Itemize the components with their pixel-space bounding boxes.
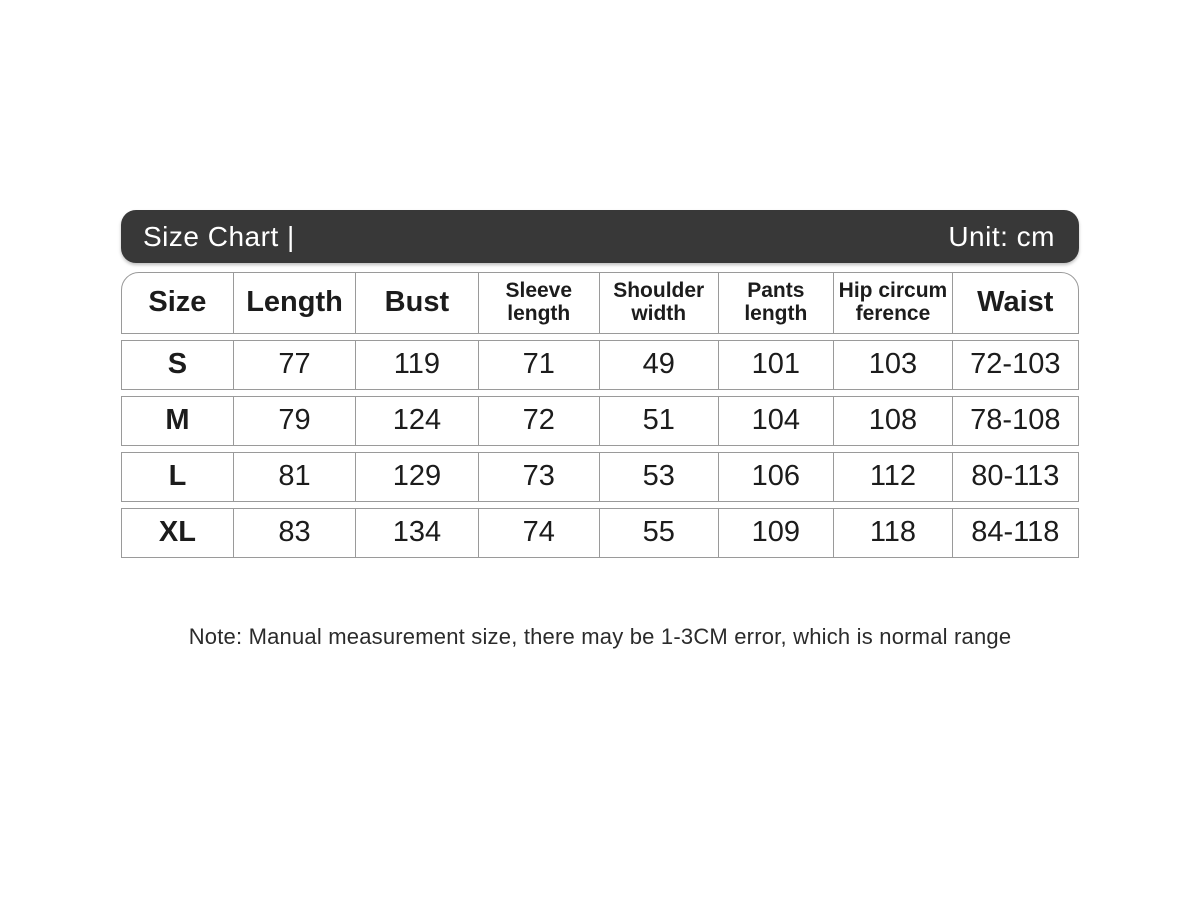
value-cell: 73 bbox=[479, 453, 600, 501]
value-cell: 84-118 bbox=[971, 516, 1060, 549]
table-row: M 79 124 72 51 104 108 78-108 bbox=[121, 396, 1079, 446]
value-cell: 74 bbox=[479, 509, 600, 557]
value-cell: 109 bbox=[719, 509, 835, 557]
value-cell: 81 bbox=[234, 453, 357, 501]
table-row: L 81 129 73 53 106 112 80-113 bbox=[121, 452, 1079, 502]
value-cell: 79 bbox=[234, 397, 357, 445]
table-header-row: Size Length Bust Sleeve length Shoulder widt… bbox=[121, 272, 1079, 334]
table-row: S 77 119 71 49 101 103 72-103 bbox=[121, 340, 1079, 390]
value-cell: 124 bbox=[356, 397, 479, 445]
value-cell: 80-113 bbox=[971, 460, 1060, 493]
value-cell: 101 bbox=[719, 341, 835, 389]
value-cell: 134 bbox=[356, 509, 479, 557]
column-header: Pants length bbox=[719, 273, 835, 333]
value-cell: 72-103 bbox=[970, 348, 1061, 381]
title-bar: Size Chart | Unit: cm bbox=[121, 210, 1079, 263]
unit-label: Unit: cm bbox=[948, 220, 1055, 252]
size-cell: XL bbox=[122, 509, 234, 557]
value-cell: 118 bbox=[834, 509, 953, 557]
column-header: Bust bbox=[356, 273, 479, 333]
size-cell: M bbox=[122, 397, 234, 445]
column-header: Shoulder width bbox=[600, 273, 719, 333]
size-cell: S bbox=[122, 341, 234, 389]
value-cell: 78-108 bbox=[970, 404, 1061, 437]
value-cell: 83 bbox=[234, 509, 357, 557]
value-cell: 55 bbox=[600, 509, 719, 557]
value-cell: 103 bbox=[834, 341, 953, 389]
value-cell: 51 bbox=[600, 397, 719, 445]
value-cell: 108 bbox=[834, 397, 953, 445]
value-cell: 49 bbox=[600, 341, 719, 389]
table-row: XL 83 134 74 55 109 118 84-118 bbox=[121, 508, 1079, 558]
value-cell: 106 bbox=[719, 453, 835, 501]
column-header: Length bbox=[234, 273, 357, 333]
value-cell: 72 bbox=[479, 397, 600, 445]
value-cell: 119 bbox=[356, 341, 479, 389]
value-cell: 112 bbox=[834, 453, 953, 501]
value-cell: 129 bbox=[356, 453, 479, 501]
column-header: Hip circum ference bbox=[834, 273, 953, 333]
value-cell: 77 bbox=[234, 341, 357, 389]
column-header: Sleeve length bbox=[479, 273, 600, 333]
size-table: Size Length Bust Sleeve length Shoulder widt… bbox=[121, 272, 1079, 558]
value-cell: 53 bbox=[600, 453, 719, 501]
size-cell: L bbox=[122, 453, 234, 501]
column-header: Size bbox=[122, 273, 234, 333]
value-cell: 104 bbox=[719, 397, 835, 445]
size-chart-panel: Size Chart | Unit: cm Size Length Bust Slee… bbox=[121, 210, 1079, 650]
measurement-note: Note: Manual measurement size, there may… bbox=[188, 624, 1012, 649]
column-header: Waist bbox=[977, 286, 1054, 319]
value-cell: 71 bbox=[479, 341, 600, 389]
size-chart-title: Size Chart | bbox=[143, 220, 295, 252]
